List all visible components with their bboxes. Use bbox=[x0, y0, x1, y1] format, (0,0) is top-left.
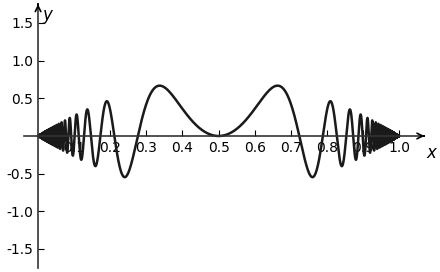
Text: y: y bbox=[42, 7, 52, 24]
Text: x: x bbox=[426, 144, 436, 162]
